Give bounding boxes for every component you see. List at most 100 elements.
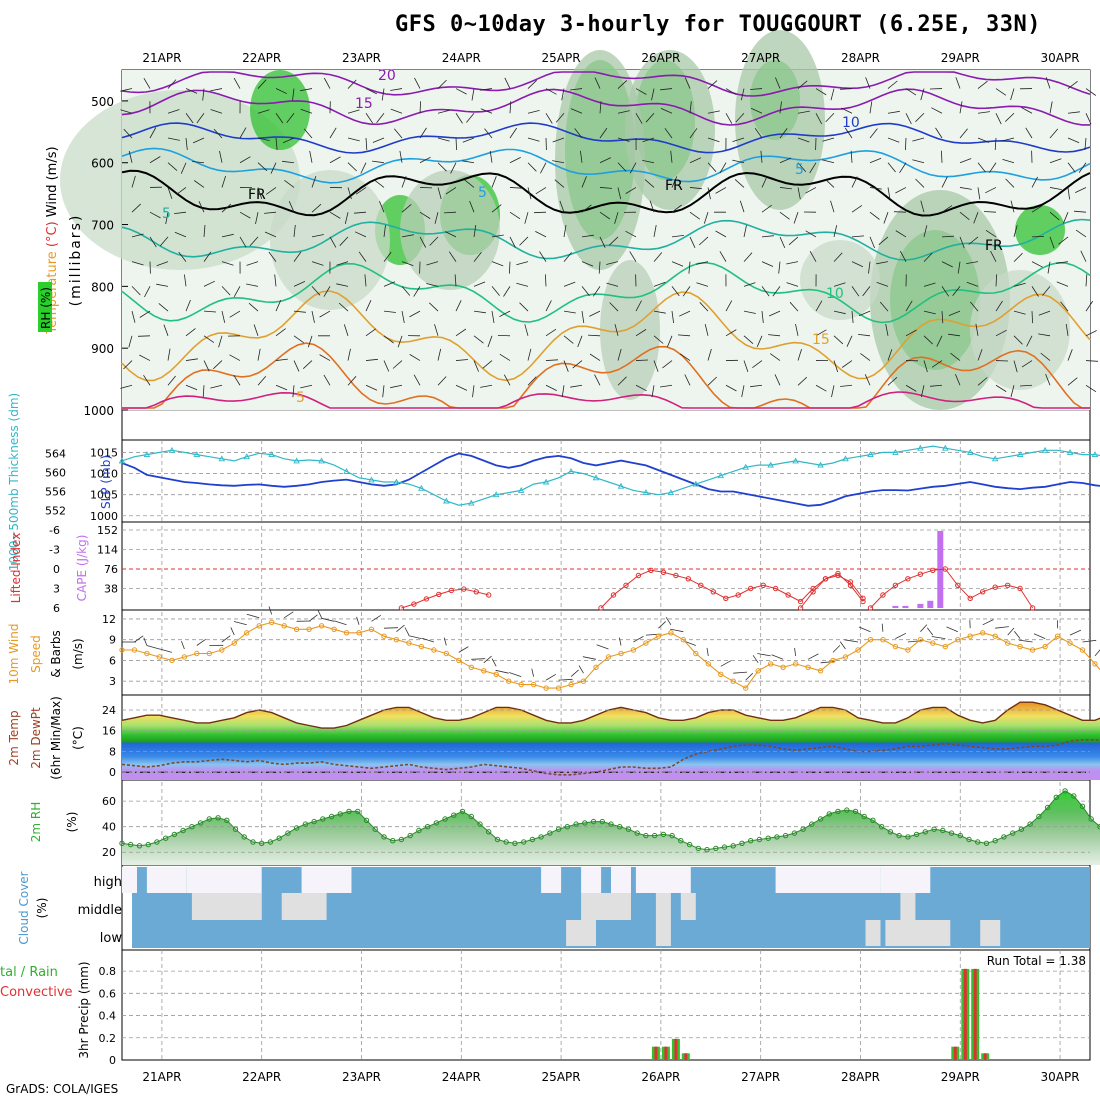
thickness-ylabel: 1000~500mb Thickness (dm) [7,393,21,571]
wind-barb [966,261,979,264]
wind-speed-line-marker [156,654,163,660]
wind-barb [684,77,691,89]
wind-speed-line-marker [905,647,911,653]
wind-speed-line-marker [518,681,524,688]
wind-barb-10m [1013,631,1021,639]
wind-barb [833,282,846,287]
thickness-tick-label: 556 [45,486,66,499]
wind-barb [257,109,270,114]
wind-barb [455,328,467,337]
lifted-index-line-marker [880,592,886,598]
wind-barb [524,212,529,224]
wind-speed-line-marker [256,623,262,629]
wind-speed-line-marker [1079,647,1086,653]
date-label-bottom: 25APR [542,1070,581,1084]
wind-barb [977,80,988,89]
wind-barb-10m [982,619,994,626]
rh-line-marker [171,831,178,838]
slp-marker [592,474,600,481]
wind-barb [642,160,655,164]
wind-tick-label: 6 [109,654,116,667]
wind-barb [797,137,810,143]
slp-marker [517,487,525,493]
rh-line-marker [311,818,317,825]
wind-barb [840,384,853,387]
wind-barb [509,211,521,220]
rh-line-marker [782,832,789,839]
wind-barb-10m [794,647,796,656]
cloud-block-high [301,867,352,893]
wind-barb [809,162,817,174]
wind-barb [629,162,637,174]
wind-speed-line-marker [867,637,874,643]
wind-barb [323,77,331,89]
wind-barb [443,211,457,214]
rh-line-marker [669,832,675,839]
wind-barb [915,112,925,122]
wind-barb [704,324,709,336]
wind-barb [977,349,983,361]
wind-barb-10m [752,655,759,664]
wind-barb-10m [356,616,360,625]
slp-marker [1041,446,1049,453]
wind-barb [941,311,944,324]
wind-barb [473,251,482,262]
wind-barb [725,329,737,337]
wind-barb [793,212,799,224]
wind-barb [149,127,157,139]
wind-tick-label: 3 [109,675,116,688]
wind-barb [561,385,565,398]
wind-barb [365,328,376,337]
wind-barb [739,200,745,213]
wind-barb [677,334,691,337]
wind-barb [833,360,839,373]
wind-barb [923,360,928,373]
temperature-contour [122,391,1090,409]
date-label-top: 30APR [1041,51,1080,65]
wind-barb [671,286,680,297]
wind-barb [233,374,241,386]
slp-marker [892,449,899,455]
temperature-contour [122,342,1090,409]
wind-barb [660,108,673,114]
wind-barb [401,176,407,188]
wind-barb [959,211,970,221]
wind-barb [319,354,331,361]
wind-barb-10m [408,635,422,639]
cape-tick-label: 152 [97,524,118,537]
wind-barb [185,384,198,391]
wind-speed-line-marker [992,633,998,639]
wind-barb [1031,176,1038,188]
wind-barb [284,179,295,188]
wind-barb [563,310,576,314]
wind-barb [617,348,622,361]
wind-speed-line-marker [980,630,986,636]
rh-line-marker [285,830,291,836]
wind-barb [752,360,763,369]
cloud-block-high [775,867,881,893]
wind-barb [210,88,223,92]
wind-barb [959,101,963,114]
wind-barb [822,159,835,164]
wind-speed-line-marker [431,647,437,653]
rh-line-marker [774,834,780,840]
wind-barb [563,281,576,287]
wind-barb [491,204,502,213]
wind-barb [598,261,601,274]
wind-barb-10m [495,669,509,674]
wind-barb [625,230,637,238]
wind-barb-10m [396,624,405,633]
rh-line-marker [625,826,632,832]
rh-line-marker [424,824,431,830]
wind-barb [397,335,403,348]
li-tick-label: 6 [53,602,60,615]
wind-barb [139,310,151,318]
wind-speed-line-marker [605,654,612,660]
wind-barb [651,385,655,398]
rh-line-marker [617,824,623,830]
slp-marker [193,451,201,458]
wind-barb [1031,236,1045,238]
rh-legend-swatch [38,282,52,332]
rh-line-marker [1062,788,1068,794]
wind-speed-line-marker [119,647,125,653]
